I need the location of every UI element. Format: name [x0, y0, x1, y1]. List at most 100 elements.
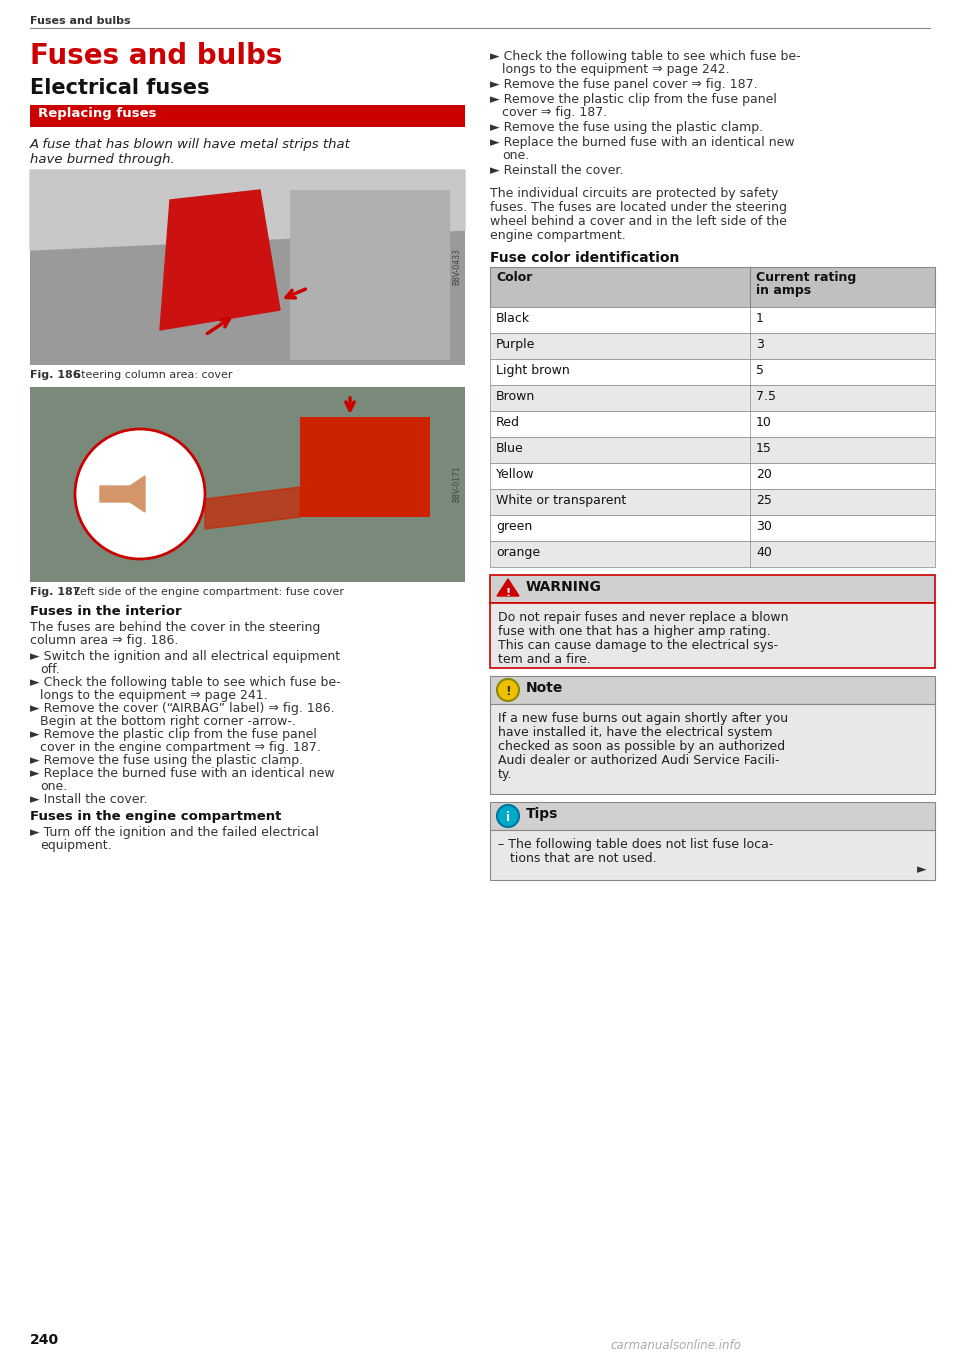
Text: green: green: [496, 520, 532, 534]
Bar: [490, 574, 935, 603]
Text: fuse with one that has a higher amp rating.: fuse with one that has a higher amp rati…: [498, 625, 771, 638]
Text: Color: Color: [496, 271, 533, 284]
Text: Begin at the bottom right corner -arrow-.: Begin at the bottom right corner -arrow-…: [40, 715, 296, 728]
Text: longs to the equipment ⇒ page 242.: longs to the equipment ⇒ page 242.: [502, 63, 730, 76]
Text: Audi dealer or authorized Audi Service Facili-: Audi dealer or authorized Audi Service F…: [498, 754, 780, 768]
Text: ► Remove the cover (“AIRBAG” label) ⇒ fig. 186.: ► Remove the cover (“AIRBAG” label) ⇒ fi…: [30, 702, 335, 715]
Bar: [30, 387, 465, 583]
Text: in amps: in amps: [756, 284, 811, 297]
Text: one.: one.: [40, 780, 67, 793]
Text: ► Reinstall the cover.: ► Reinstall the cover.: [490, 163, 623, 177]
Text: orange: orange: [496, 546, 540, 559]
Text: column area ⇒ fig. 186.: column area ⇒ fig. 186.: [30, 634, 179, 646]
Text: Black: Black: [496, 312, 530, 325]
Text: The fuses are behind the cover in the steering: The fuses are behind the cover in the st…: [30, 621, 321, 634]
Text: Current rating: Current rating: [756, 271, 856, 284]
Polygon shape: [160, 191, 280, 329]
Text: tem and a fire.: tem and a fire.: [498, 653, 590, 666]
Bar: [30, 105, 465, 127]
Text: 15: 15: [756, 442, 772, 455]
Text: ► Remove the plastic clip from the fuse panel: ► Remove the plastic clip from the fuse …: [490, 93, 777, 106]
Text: ►: ►: [917, 863, 926, 876]
Polygon shape: [30, 170, 465, 250]
Bar: [490, 676, 935, 704]
Text: Left side of the engine compartment: fuse cover: Left side of the engine compartment: fus…: [67, 587, 344, 597]
Text: !: !: [505, 588, 511, 597]
Text: engine compartment.: engine compartment.: [490, 229, 626, 242]
Text: 10: 10: [756, 416, 772, 429]
Bar: [490, 489, 935, 514]
Text: ► Remove the fuse using the plastic clamp.: ► Remove the fuse using the plastic clam…: [30, 754, 303, 768]
Text: This can cause damage to the electrical sys-: This can cause damage to the electrical …: [498, 640, 779, 652]
Text: fuses. The fuses are located under the steering: fuses. The fuses are located under the s…: [490, 201, 787, 214]
Bar: [30, 387, 465, 583]
Text: ► Replace the burned fuse with an identical new: ► Replace the burned fuse with an identi…: [490, 136, 795, 148]
Text: Fig. 186: Fig. 186: [30, 370, 81, 380]
Text: carmanualsonline.info: carmanualsonline.info: [610, 1339, 741, 1351]
Text: off.: off.: [40, 663, 60, 676]
Polygon shape: [100, 476, 145, 512]
Text: ► Check the following table to see which fuse be-: ► Check the following table to see which…: [490, 50, 801, 63]
Text: wheel behind a cover and in the left side of the: wheel behind a cover and in the left sid…: [490, 215, 787, 229]
Bar: [490, 308, 935, 333]
Bar: [490, 385, 935, 411]
Bar: [490, 830, 935, 881]
Text: ty.: ty.: [498, 768, 513, 781]
Text: 3: 3: [756, 338, 764, 351]
Bar: [490, 411, 935, 437]
Bar: [490, 514, 935, 542]
Text: Light brown: Light brown: [496, 363, 569, 377]
Text: WARNING: WARNING: [526, 580, 602, 593]
Text: 40: 40: [756, 546, 772, 559]
Text: Fuses in the interior: Fuses in the interior: [30, 606, 181, 618]
Bar: [490, 542, 935, 568]
Bar: [490, 359, 935, 385]
Text: 5: 5: [756, 363, 764, 377]
Text: Fig. 187: Fig. 187: [30, 587, 81, 597]
Text: tions that are not used.: tions that are not used.: [498, 852, 657, 866]
Text: Blue: Blue: [496, 442, 524, 455]
Text: Electrical fuses: Electrical fuses: [30, 78, 209, 98]
Bar: [490, 802, 935, 830]
Bar: [490, 463, 935, 489]
Text: have burned through.: have burned through.: [30, 152, 175, 166]
Text: Red: Red: [496, 416, 520, 429]
Bar: [490, 704, 935, 793]
Text: A fuse that has blown will have metal strips that: A fuse that has blown will have metal st…: [30, 137, 350, 151]
Text: Note: Note: [526, 680, 564, 695]
Text: Fuses and bulbs: Fuses and bulbs: [30, 16, 131, 26]
Bar: [490, 437, 935, 463]
Text: Purple: Purple: [496, 338, 536, 351]
Text: – The following table does not list fuse loca-: – The following table does not list fuse…: [498, 838, 774, 851]
Text: 1: 1: [756, 312, 764, 325]
Text: cover in the engine compartment ⇒ fig. 187.: cover in the engine compartment ⇒ fig. 1…: [40, 740, 321, 754]
Text: Replacing fuses: Replacing fuses: [38, 108, 156, 120]
Text: ► Turn off the ignition and the failed electrical: ► Turn off the ignition and the failed e…: [30, 826, 319, 838]
Bar: [490, 603, 935, 668]
Text: The individual circuits are protected by safety: The individual circuits are protected by…: [490, 186, 779, 200]
Text: Steering column area: cover: Steering column area: cover: [67, 370, 232, 380]
Text: Fuse color identification: Fuse color identification: [490, 250, 680, 265]
Text: 240: 240: [30, 1332, 60, 1347]
Polygon shape: [497, 578, 519, 596]
Bar: [490, 267, 935, 308]
Text: checked as soon as possible by an authorized: checked as soon as possible by an author…: [498, 740, 785, 753]
Circle shape: [497, 679, 519, 701]
Bar: [30, 170, 465, 365]
Text: 25: 25: [756, 494, 772, 508]
Text: White or transparent: White or transparent: [496, 494, 626, 508]
Text: If a new fuse burns out again shortly after you: If a new fuse burns out again shortly af…: [498, 712, 788, 725]
Text: cover ⇒ fig. 187.: cover ⇒ fig. 187.: [502, 106, 608, 118]
Text: Brown: Brown: [496, 391, 536, 403]
Text: Yellow: Yellow: [496, 468, 535, 480]
Text: equipment.: equipment.: [40, 838, 111, 852]
Circle shape: [497, 804, 519, 827]
Text: ► Install the cover.: ► Install the cover.: [30, 793, 148, 806]
Text: i: i: [506, 811, 510, 823]
Text: Do not repair fuses and never replace a blown: Do not repair fuses and never replace a …: [498, 611, 788, 623]
Text: 7.5: 7.5: [756, 391, 776, 403]
Text: Tips: Tips: [526, 807, 559, 821]
Text: !: !: [505, 685, 511, 697]
Text: ► Remove the fuse using the plastic clamp.: ► Remove the fuse using the plastic clam…: [490, 121, 763, 133]
Bar: [490, 333, 935, 359]
